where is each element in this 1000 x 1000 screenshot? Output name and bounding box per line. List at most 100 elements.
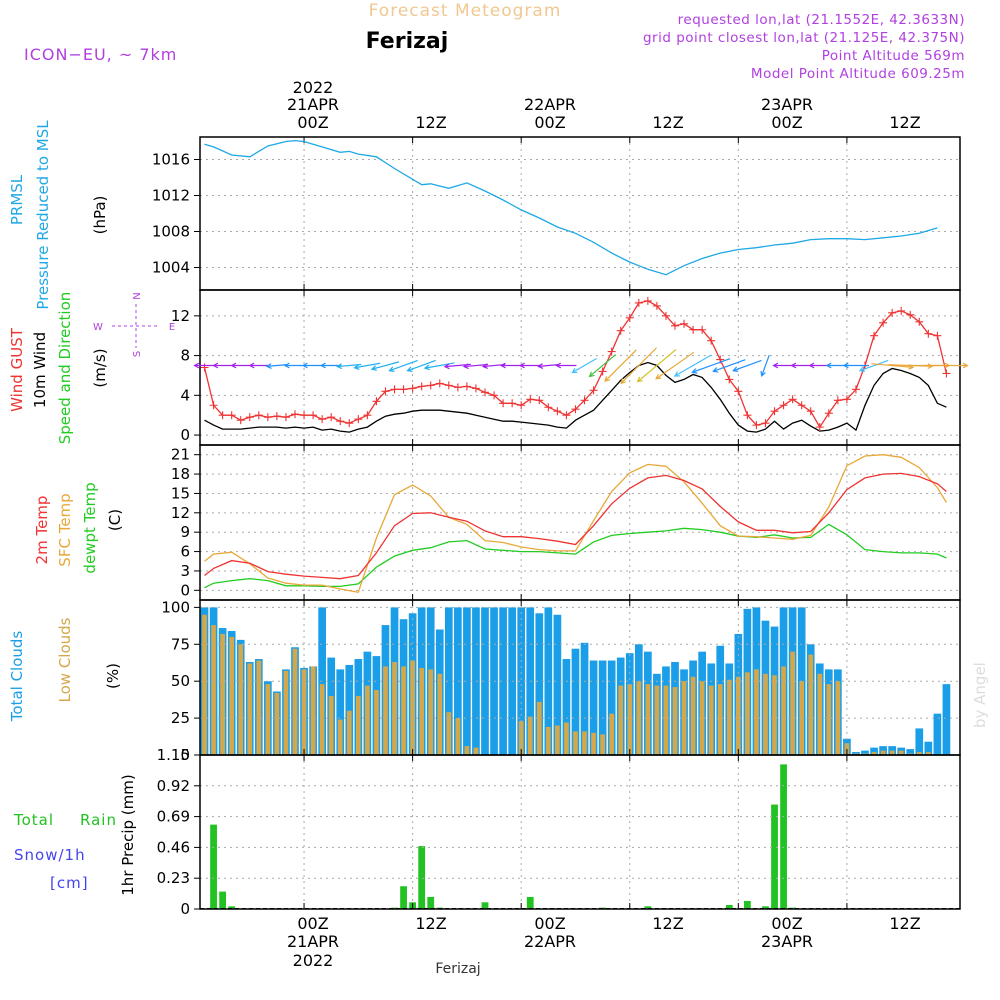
gust-marker xyxy=(933,331,942,340)
low-cloud-bar xyxy=(898,750,904,755)
wind-direction-arrowhead xyxy=(248,362,255,369)
wind-direction-arrowhead xyxy=(772,362,779,369)
wind-direction-arrowhead xyxy=(336,363,343,370)
wind-direction-arrowhead xyxy=(588,371,595,378)
total-cloud-bar xyxy=(861,750,869,755)
gust-marker xyxy=(535,396,544,405)
wind-direction-arrow xyxy=(604,349,637,382)
low-cloud-bar xyxy=(672,687,678,755)
top-year: 2022 xyxy=(293,78,334,97)
gust-marker xyxy=(363,411,372,420)
gust-marker xyxy=(752,421,761,430)
low-cloud-bar xyxy=(871,752,877,755)
wind-10m-label: 10m Wind xyxy=(31,332,49,408)
gust-marker xyxy=(499,399,508,408)
wind-direction-arrowhead xyxy=(673,371,680,377)
wind-labels: Wind GUST 10m Wind Speed and Direction (… xyxy=(8,292,109,445)
total-cloud-bar xyxy=(345,664,354,755)
low-cloud-bar xyxy=(555,725,560,755)
gust-marker xyxy=(372,397,381,406)
wind-direction-arrow xyxy=(761,354,770,377)
y-tick-label: 6 xyxy=(180,543,190,561)
gust-marker xyxy=(770,407,779,416)
low-cloud-bar xyxy=(627,684,633,755)
y-tick-label: 0.92 xyxy=(157,777,190,795)
gust-marker xyxy=(580,396,589,405)
precip-bar xyxy=(210,824,217,909)
wind-direction-arrow xyxy=(871,363,914,368)
total-cloud-bar xyxy=(454,607,462,755)
wind-direction-arrowhead xyxy=(604,376,611,382)
cm-unit-label: [cm] xyxy=(50,874,89,892)
low-cloud-bar xyxy=(374,690,379,755)
y-tick-label: 100 xyxy=(161,598,190,616)
compass-rose: N E S W xyxy=(93,292,175,357)
total-cloud-bar xyxy=(517,607,526,755)
wind-direction-arrow xyxy=(389,359,418,372)
gust-marker xyxy=(435,379,444,388)
wind-direction-arrowhead xyxy=(406,366,413,372)
wind-direction-arrowhead xyxy=(265,363,272,369)
low-cloud-bar xyxy=(591,732,596,755)
low-clouds-label: Low Clouds xyxy=(56,617,74,702)
total-cloud-bar xyxy=(607,660,616,755)
low-cloud-bar xyxy=(310,666,316,755)
gust-marker xyxy=(607,347,616,356)
gust-marker xyxy=(345,419,354,428)
percent-unit-label: (%) xyxy=(104,663,122,689)
y-tick-label: 0 xyxy=(180,746,190,764)
y-tick-label: 25 xyxy=(171,709,190,727)
bottom-year: 2022 xyxy=(293,951,334,970)
low-cloud-bar xyxy=(663,685,669,755)
y-tick-label: 0.69 xyxy=(157,808,190,826)
wind-speed-line xyxy=(204,361,947,433)
gust-marker xyxy=(851,385,860,394)
wind-direction-arrowhead xyxy=(636,376,643,383)
low-cloud-bar xyxy=(808,654,814,755)
top-tick-1: 12Z xyxy=(415,113,446,132)
precip-bar xyxy=(418,846,426,909)
gust-marker xyxy=(833,396,842,405)
wind-direction-arrowhead xyxy=(370,365,377,371)
total-cloud-bar xyxy=(933,713,942,755)
low-cloud-bar xyxy=(817,673,823,755)
y-tick-label: 18 xyxy=(171,465,190,483)
low-cloud-bar xyxy=(573,731,578,755)
gust-marker xyxy=(327,413,336,422)
y-tick-label: 0 xyxy=(180,426,190,444)
gust-marker xyxy=(263,413,272,422)
low-cloud-bar xyxy=(545,726,551,755)
total-cloud-bar xyxy=(580,642,589,755)
wind-direction-arrowhead xyxy=(319,362,326,369)
gust-marker xyxy=(462,382,471,391)
gust-marker xyxy=(399,385,408,394)
total-label: Total xyxy=(13,811,54,829)
wind-direction-arrowhead xyxy=(555,362,562,369)
gust-marker xyxy=(680,319,689,328)
gust-marker xyxy=(725,375,734,384)
wind-direction-arrowhead xyxy=(353,364,360,370)
gust-marker xyxy=(625,313,634,322)
total-cloud-bar xyxy=(942,684,951,755)
gust-marker xyxy=(417,382,426,391)
wind-direction-arrow xyxy=(463,363,488,368)
gust-marker xyxy=(761,419,770,428)
precip-labels: Total Rain Snow/1h [cm] 1hr Precip (mm) xyxy=(13,774,137,895)
wind-direction-arrowhead xyxy=(301,362,308,369)
precip-panel: 0 0.23 0.46 0.69 0.92 1.15 xyxy=(157,746,961,918)
wind-direction-arrow xyxy=(733,359,762,372)
gust-marker xyxy=(734,387,743,396)
gust-marker xyxy=(743,411,752,420)
temp-sfc-label: SFC Temp xyxy=(56,493,74,566)
gust-marker xyxy=(707,336,716,345)
precip-bar xyxy=(762,906,769,909)
gust-marker xyxy=(236,416,245,425)
gust-marker xyxy=(444,381,453,390)
precip-bar xyxy=(228,906,236,909)
gust-marker xyxy=(390,385,399,394)
y-tick-label: 3 xyxy=(180,562,190,580)
low-cloud-bar xyxy=(690,676,696,755)
wind-panel: 0 4 8 12 xyxy=(171,289,969,446)
total-cloud-bar xyxy=(906,749,915,755)
